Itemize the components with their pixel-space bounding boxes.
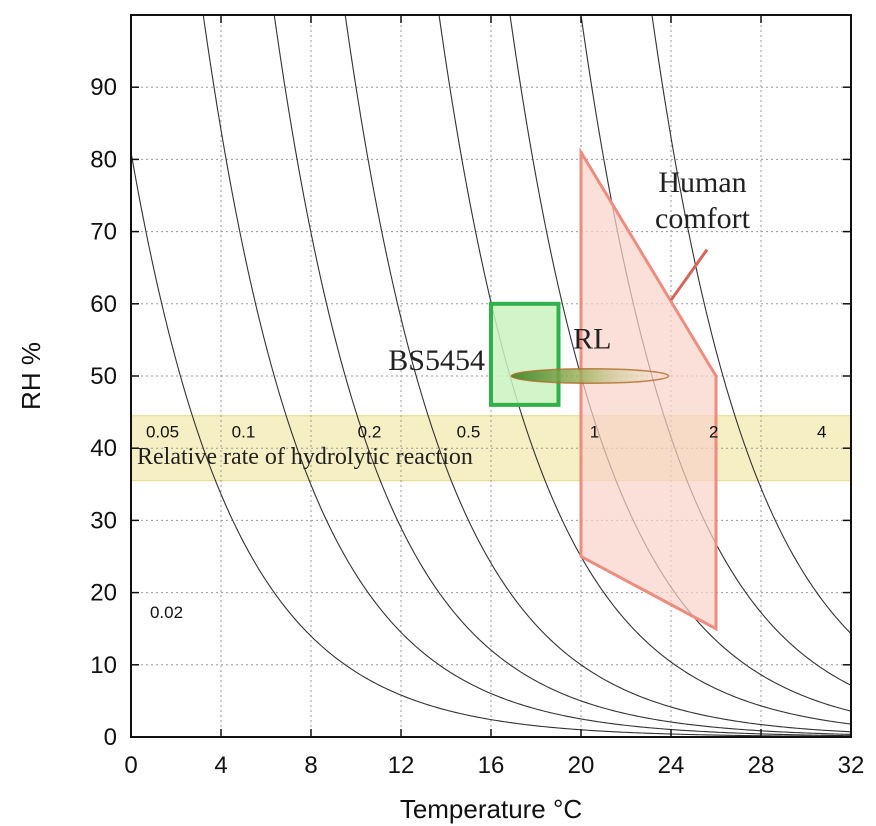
x-tick-label: 20 [568, 752, 595, 779]
y-tick-label: 20 [90, 580, 117, 607]
y-tick-label: 60 [90, 291, 117, 318]
rl-label: RL [573, 323, 611, 356]
human-comfort-label-line2: comfort [655, 202, 751, 235]
isoline-0.05 [202, 15, 851, 737]
isoline-0.02 [131, 152, 851, 737]
bs5454-label: BS5454 [388, 344, 485, 377]
isoline-label-0.05: 0.05 [146, 422, 179, 441]
band-caption: Relative rate of hydrolytic reaction [137, 444, 473, 470]
y-tick-label: 10 [90, 652, 117, 679]
isoline-label-0.2: 0.2 [358, 422, 382, 441]
isoline-label-0.1: 0.1 [232, 422, 256, 441]
y-tick-label: 70 [90, 219, 117, 246]
isoline-4 [651, 15, 851, 634]
isoline-0.2 [344, 15, 851, 733]
x-axis-label: Temperature °C [400, 794, 582, 824]
x-tick-label: 4 [214, 752, 227, 779]
bs5454-region [489, 301, 561, 407]
human-comfort-region [579, 146, 718, 632]
y-tick-label: 0 [104, 724, 117, 751]
regions [489, 146, 718, 632]
grid [131, 15, 851, 737]
x-tick-label: 24 [658, 752, 685, 779]
isoline-label-4: 4 [817, 422, 826, 441]
y-tick-label: 40 [90, 435, 117, 462]
isoline-label-1: 1 [590, 422, 599, 441]
isoline-label-2: 2 [709, 422, 718, 441]
human-comfort-label-line1: Human [658, 166, 746, 199]
isoline-2 [580, 15, 851, 686]
y-tick-label: 50 [90, 363, 117, 390]
x-tick-label: 28 [748, 752, 775, 779]
y-axis-label: RH % [16, 342, 46, 410]
labels: 0.02 0.05 0.1 0.2 0.5 1 2 4 [146, 422, 827, 622]
human-comfort-leader [669, 248, 709, 302]
x-tick-label: 16 [478, 752, 505, 779]
isolines [131, 15, 851, 737]
x-tick-label: 8 [304, 752, 317, 779]
isoline-label-0.02: 0.02 [150, 603, 183, 622]
rl-region [510, 368, 670, 384]
isoline-1 [509, 15, 851, 712]
x-tick-label: 12 [388, 752, 415, 779]
y-tick-label: 80 [90, 146, 117, 173]
isoline-label-0.5: 0.5 [457, 422, 481, 441]
isoline-0.1 [273, 15, 851, 735]
y-tick-label: 30 [90, 507, 117, 534]
y-tick-label: 90 [90, 74, 117, 101]
x-tick-label: 0 [124, 752, 137, 779]
x-tick-label: 32 [838, 752, 865, 779]
